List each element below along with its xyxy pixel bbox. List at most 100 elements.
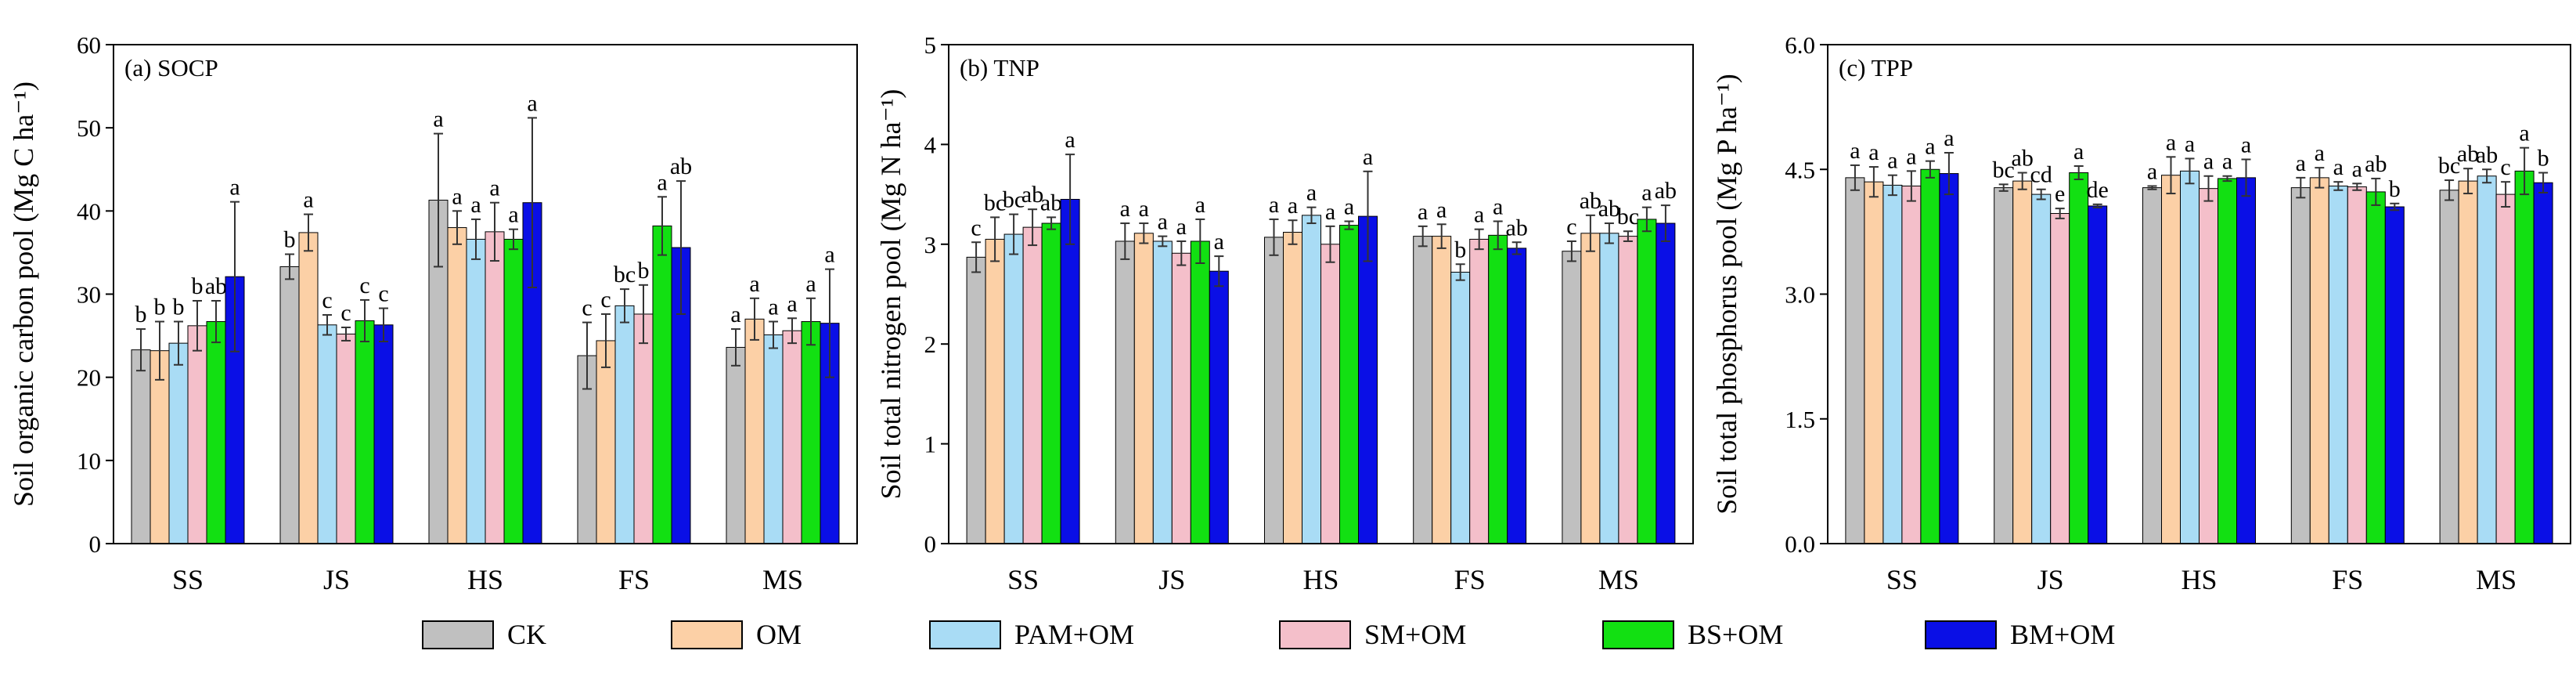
significance-letter: c [971,215,981,240]
bar [1264,237,1284,544]
significance-letter: a [657,169,667,195]
significance-letter: b [2389,176,2401,202]
x-tick-label: HS [1302,564,1338,595]
x-tick-label: SS [1886,564,1918,595]
significance-letter: a [768,295,778,320]
legend-item: BS+OM [1602,619,1783,650]
significance-letter: c [378,281,388,307]
bar [985,238,1005,544]
x-tick-label: JS [2037,564,2064,595]
bar [2365,191,2386,544]
chart-panel-2: 0 1 2 3 4 5 Soil total nitrogen pool (Mg N ha⁻… [875,31,1694,595]
bar [2328,185,2348,544]
bar [726,346,746,544]
significance-letter: bc [2438,153,2460,179]
significance-letter: a [452,183,462,209]
bar [1302,215,1321,544]
significance-letter: a [1925,134,1935,160]
bar [1488,234,1508,544]
significance-letter: ab [2365,151,2387,177]
significance-letter: a [1214,229,1224,255]
bar [1655,222,1676,544]
x-tick-label: HS [2181,564,2217,595]
significance-letter: c [359,273,369,298]
bar [1580,233,1601,544]
x-tick-label: FS [1454,564,1486,595]
chart-panel-1: 0 10 20 30 40 50 60 Soil organic carbon pool (M… [8,31,858,595]
y-tick-label: 20 [77,364,101,392]
plot-frame [948,44,1694,544]
significance-letter: a [433,107,443,132]
chart-panel-3: 0.0 1.5 3.0 4.5 6.0 Soil total phosphorus poo… [1711,31,2571,595]
bar [2069,172,2089,544]
significance-letter: ab [1655,178,1677,204]
bar [2199,188,2218,544]
bar [2290,187,2311,544]
bar [2495,193,2516,544]
significance-letter: b [173,295,185,320]
legend-label: BM+OM [2010,619,2115,650]
y-tick-label: 1 [924,431,937,458]
bar [1939,173,1959,544]
significance-letter: a [805,271,816,297]
bar [503,238,524,544]
y-tick-label: 10 [77,447,101,475]
legend: CK OM PAM+OM SM+OM BS+OM BM+OM [422,619,2115,650]
significance-letter: b [135,302,147,327]
significance-letter: a [2352,156,2362,182]
y-tick-label: 60 [77,31,101,59]
significance-letter: a [749,271,759,297]
significance-letter: b [192,273,204,299]
y-tick-label: 3.0 [1785,281,1815,309]
significance-letter: ab [1021,182,1043,208]
bar [1432,236,1452,544]
legend-item: BM+OM [1925,619,2115,650]
bar [373,324,394,544]
significance-letter: a [1288,193,1298,219]
significance-letter: a [1418,199,1428,225]
significance-letter: a [1474,202,1484,228]
significance-letter: a [730,302,740,327]
significance-letter: a [489,175,499,201]
bar [447,227,467,544]
significance-letter: a [2241,132,2251,158]
legend-swatch [929,620,1001,649]
significance-letter: a [2222,149,2232,175]
bar [1618,236,1638,544]
y-tick-label: 5 [924,31,937,59]
significance-letter: c [340,300,351,326]
legend-label: BS+OM [1688,619,1783,650]
significance-letter: a [2519,121,2529,146]
legend-swatch [1925,620,1997,649]
significance-letter: c [2500,154,2510,180]
legend-label: CK [507,619,546,650]
significance-letter: bc [1993,157,2015,183]
significance-letter: bc [1617,204,1639,230]
significance-letter: bc [984,190,1006,215]
bar [782,330,802,544]
significance-letter: ab [670,154,692,179]
bar [1358,215,1378,544]
legend-item: OM [671,619,802,650]
bar [633,313,654,544]
significance-letter: ab [1580,188,1601,214]
legend-label: PAM+OM [1014,619,1134,650]
significance-letter: a [229,175,240,201]
significance-letter: a [2147,158,2157,184]
bar [2236,177,2256,544]
bar [1920,168,1940,544]
bar [466,238,486,544]
bar [2347,186,2367,544]
bar [1060,198,1080,544]
significance-letter: a [1269,192,1279,218]
bar [1115,240,1135,544]
bar [1133,233,1154,544]
x-tick-label: MS [762,564,803,595]
significance-letter: c [600,287,611,313]
significance-letter: b [154,295,166,320]
bar [168,342,189,544]
significance-letter: de [2087,177,2109,203]
bar [2050,213,2070,544]
bar [1882,184,1903,544]
